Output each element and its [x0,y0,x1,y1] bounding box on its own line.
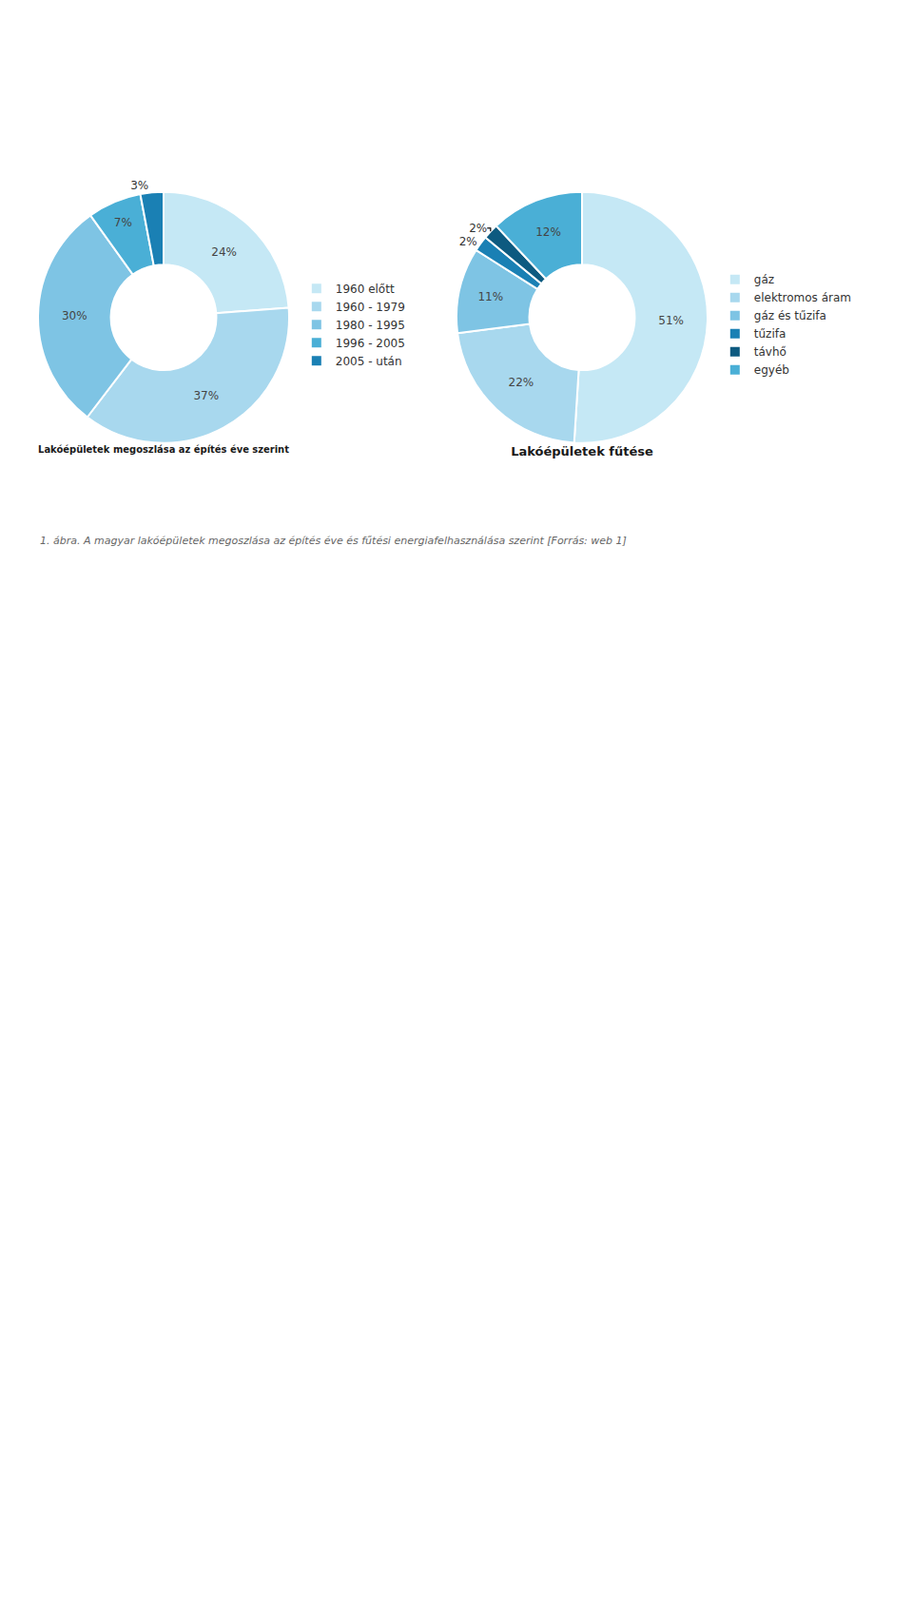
svg-text:1. ábra. A magyar lakóépületek: 1. ábra. A magyar lakóépületek megoszlás… [39,534,627,547]
svg-text:Lakóépületek fűtése: Lakóépületek fűtése [510,444,654,459]
svg-text:Lakóépületek megoszlása az épí: Lakóépületek megoszlása az építés éve sz… [38,444,290,455]
svg-text:30%: 30% [61,309,88,323]
svg-text:24%: 24% [211,245,237,259]
svg-text:12%: 12% [535,225,562,239]
svg-text:1960 előtt: 1960 előtt [335,282,395,296]
svg-text:távhő: távhő [754,345,787,359]
svg-text:egyéb: egyéb [754,363,790,377]
svg-text:37%: 37% [193,388,219,403]
svg-text:gáz és tűzifa: gáz és tűzifa [754,309,827,323]
svg-text:tűzifa: tűzifa [754,327,787,341]
svg-text:elektromos áram: elektromos áram [754,291,852,305]
svg-text:1980 - 1995: 1980 - 1995 [335,318,406,332]
svg-text:51%: 51% [658,313,684,328]
svg-text:2005 - után: 2005 - után [335,354,403,369]
svg-text:2%: 2% [468,221,487,235]
svg-text:1996 - 2005: 1996 - 2005 [335,336,406,350]
svg-text:11%: 11% [477,290,504,304]
svg-text:22%: 22% [508,375,535,389]
svg-text:1960 - 1979: 1960 - 1979 [335,300,406,314]
svg-text:7%: 7% [114,215,133,230]
svg-text:gáz: gáz [754,272,775,287]
svg-text:3%: 3% [130,178,149,193]
svg-text:2%: 2% [459,234,478,249]
